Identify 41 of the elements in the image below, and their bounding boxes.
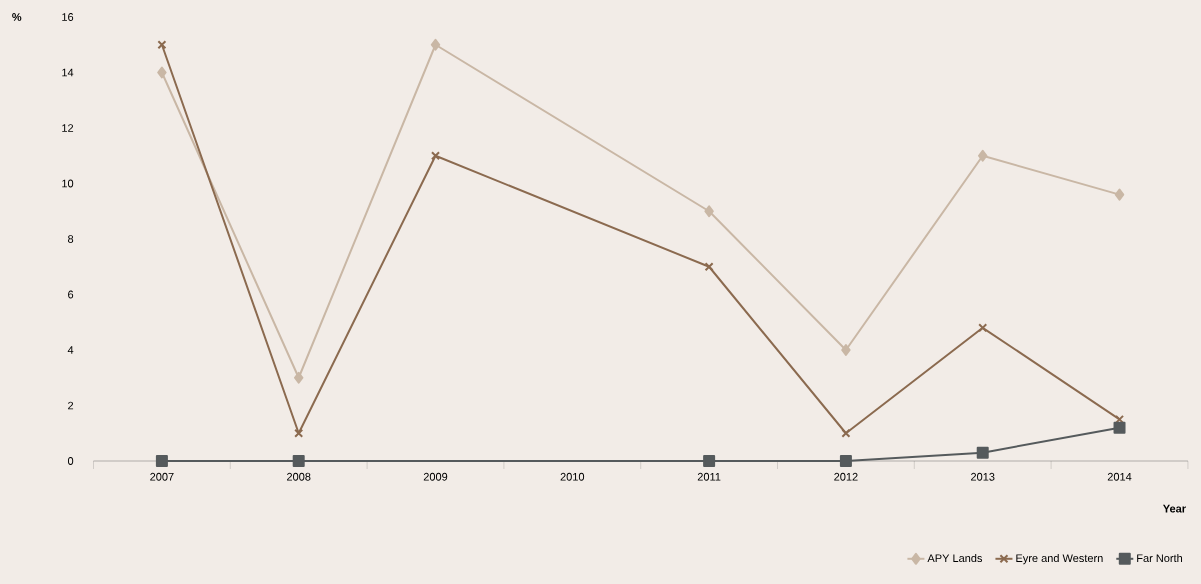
point [841,344,851,356]
point [292,455,305,467]
y-tick-label: 0 [67,457,74,465]
x-tick-label: 2008 [287,472,311,481]
point [1114,188,1125,201]
point [157,40,167,50]
y-tick-label: 12 [62,124,74,132]
point [976,446,989,459]
y-tick-label: 10 [62,179,74,188]
y-tick-label: 6 [68,290,74,299]
x-tick-label: 2011 [697,472,721,481]
x-tick-label: 2012 [834,472,858,481]
y-tick-label: 2 [68,401,74,410]
x-tick-label: 2013 [971,472,995,481]
x-tick-label: 2009 [423,472,448,481]
point [1113,421,1126,434]
legend-label: Far North [1137,553,1183,563]
point [155,455,168,467]
x-tick-label: 2007 [150,472,174,481]
point [703,455,716,467]
x-tick-label: 2010 [560,472,585,481]
legend-label: Eyre and Western [1016,553,1103,565]
point [977,149,988,162]
point [978,323,988,333]
x-axis-title: Year [1163,504,1186,513]
legend-label: APY Lands [927,553,983,563]
point [293,371,304,384]
point [157,66,167,79]
y-tick-label: 8 [68,235,74,243]
point [294,428,304,438]
point [704,205,714,218]
x-tick-label: 2014 [1107,472,1132,481]
y-tick-label: 4 [67,346,74,354]
y-axis-title: % [12,13,22,21]
point [839,455,852,467]
point [430,38,441,51]
point [841,428,851,438]
y-tick-label: 14 [62,68,74,77]
point [430,151,441,161]
y-tick-label: 16 [62,13,74,21]
point [704,262,714,272]
